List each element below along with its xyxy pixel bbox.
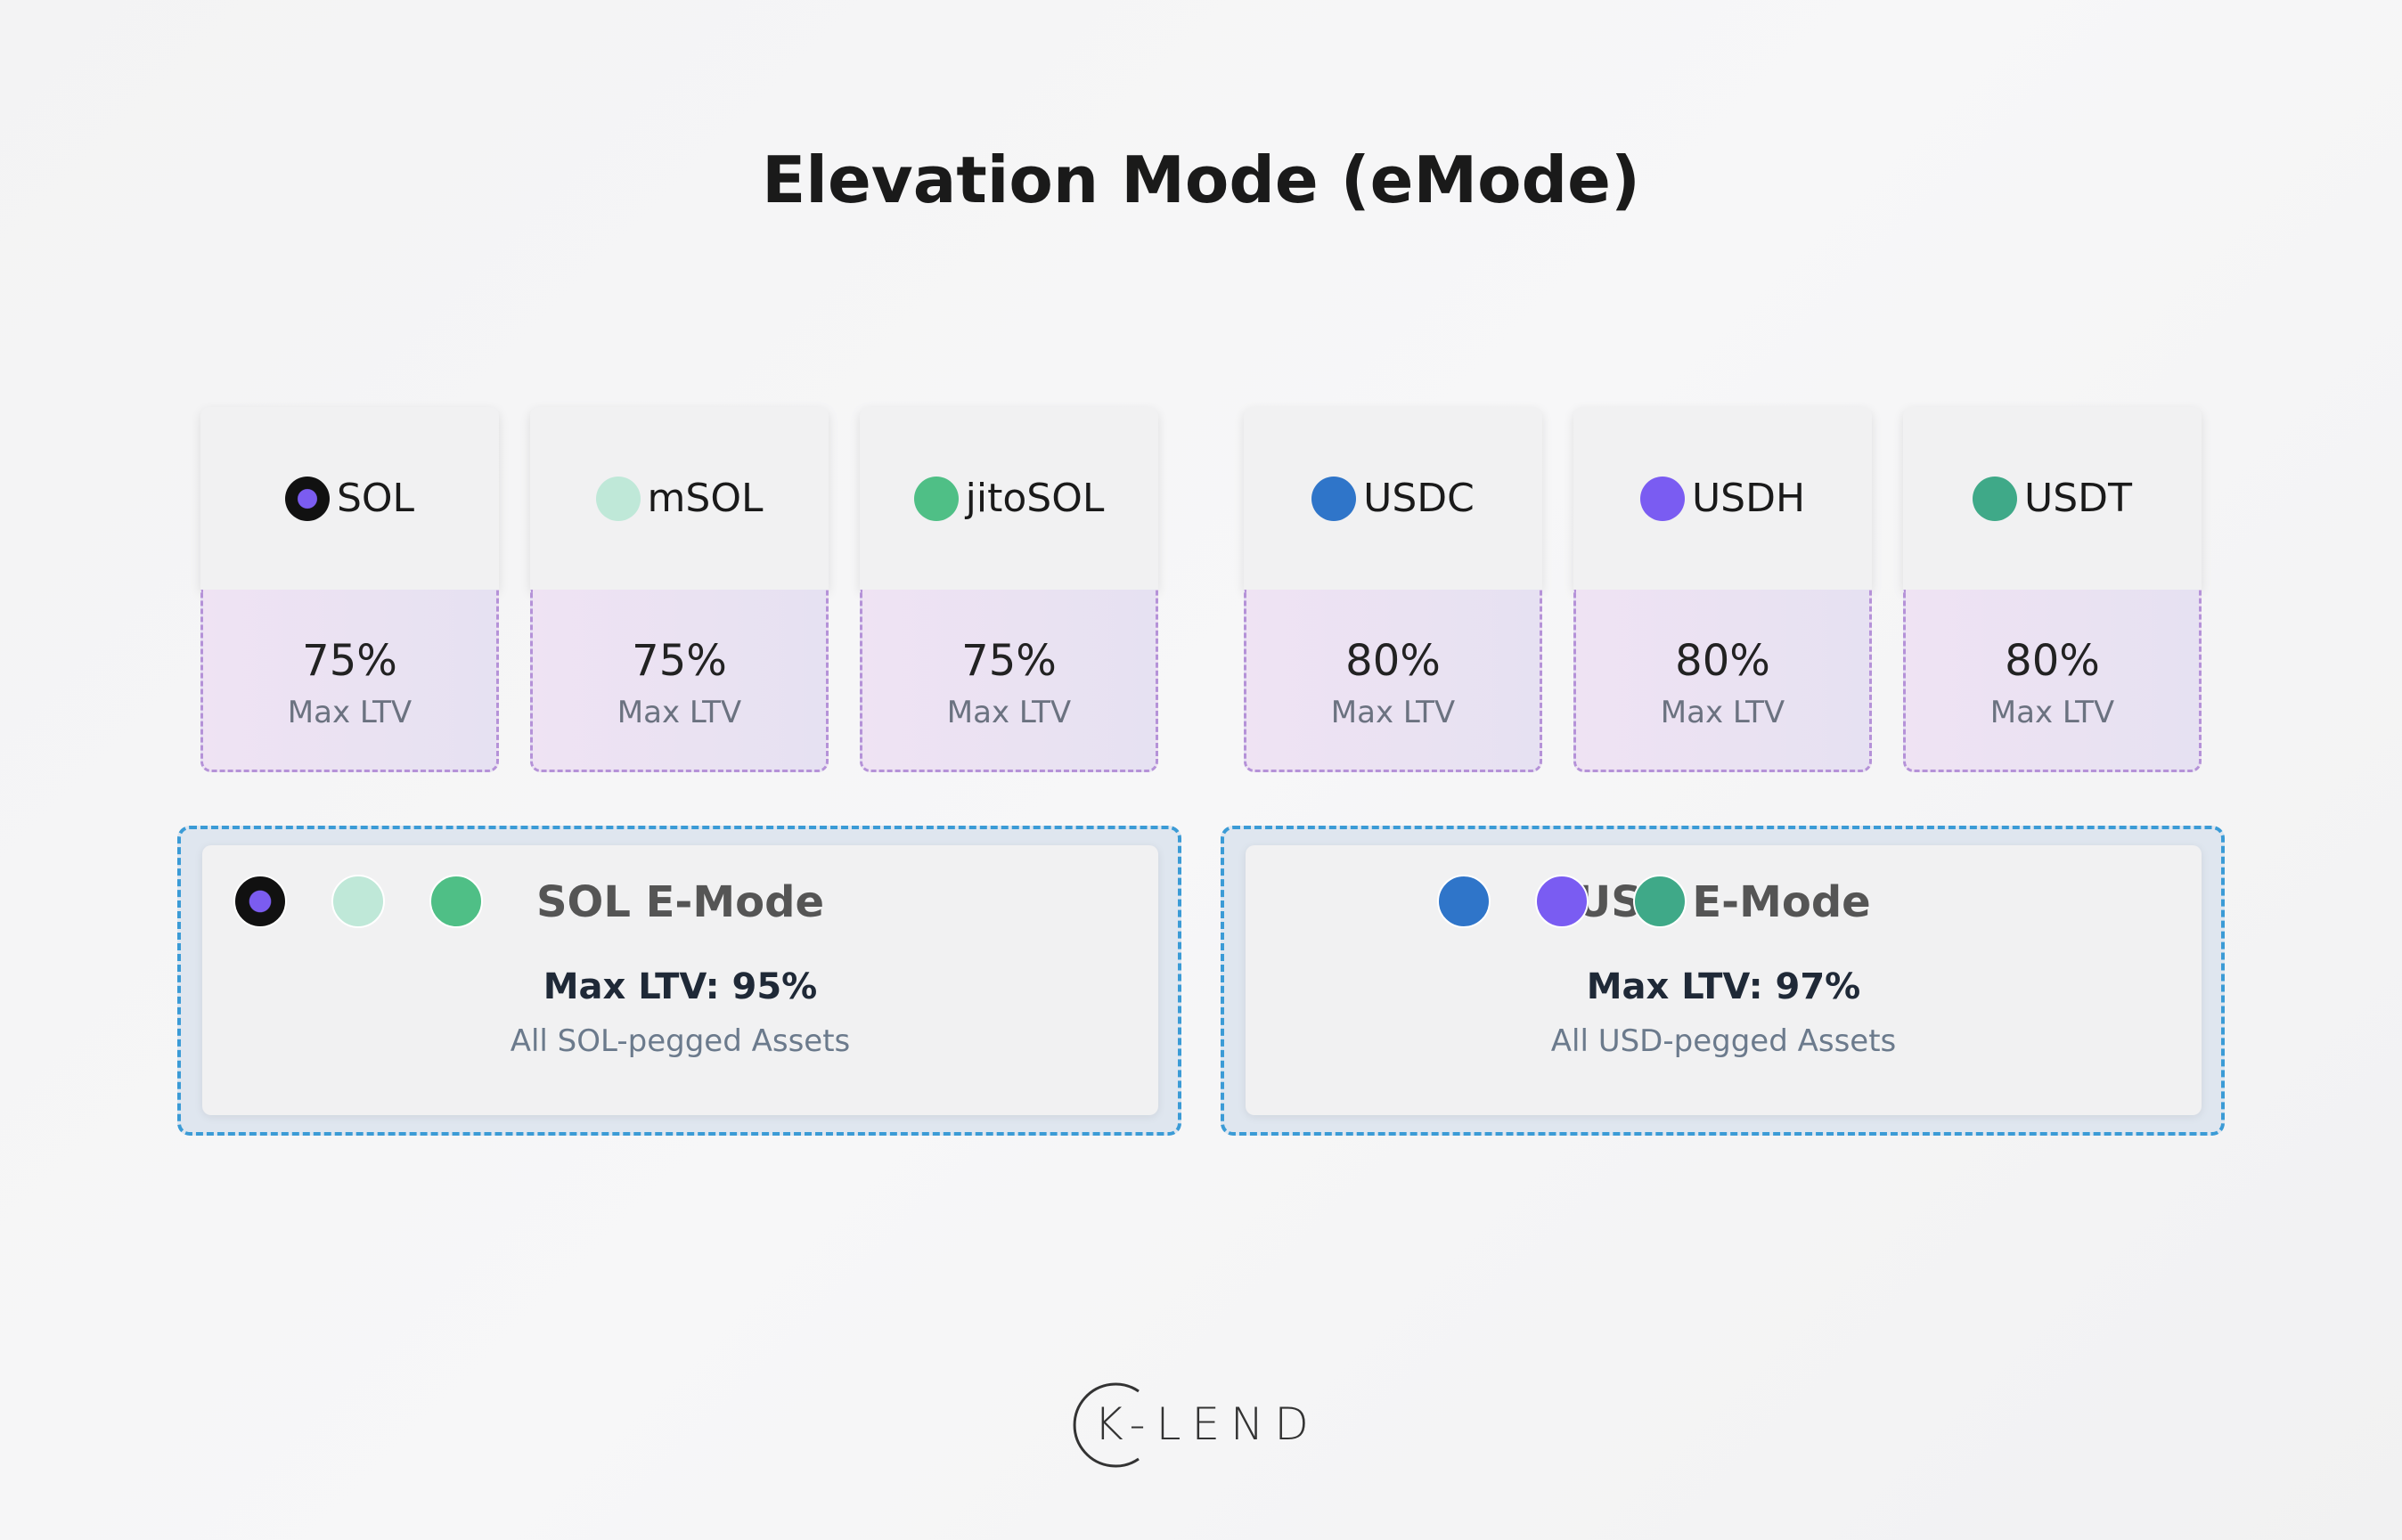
group-icon <box>233 875 287 928</box>
asset-icon <box>913 476 959 521</box>
asset-icon <box>284 476 330 521</box>
group-max-ltv: Max LTV: 97% <box>1586 966 1861 1007</box>
asset-ltv-label: Max LTV <box>617 695 742 730</box>
page-title: Elevation Mode (eMode) <box>762 143 1640 217</box>
asset-ltv-label: Max LTV <box>1660 695 1785 730</box>
asset-ltv: 80% <box>1345 636 1441 686</box>
asset-name: USDH <box>1691 476 1806 521</box>
asset-icon <box>1973 476 2018 521</box>
group-icon <box>1535 875 1589 928</box>
asset-icon <box>1639 476 1685 521</box>
asset-ltv: 80% <box>2005 636 2100 686</box>
asset-card-header: USDH <box>1573 407 1872 590</box>
group-icon <box>331 875 385 928</box>
asset-card-header: jitoSOL <box>860 407 1158 590</box>
group-icon <box>429 875 483 928</box>
asset-card-body: 80% Max LTV <box>1573 590 1872 772</box>
asset-ltv: 80% <box>1675 636 1770 686</box>
asset-card-header: USDT <box>1903 407 2202 590</box>
asset-ltv-label: Max LTV <box>1330 695 1456 730</box>
asset-card-body: 80% Max LTV <box>1903 590 2202 772</box>
asset-card-body: 75% Max LTV <box>530 590 829 772</box>
group-description: All SOL-pegged Assets <box>510 1023 851 1059</box>
logo-mark <box>1073 1382 1140 1468</box>
asset-icon <box>1311 476 1357 521</box>
asset-card-header: USDC <box>1244 407 1542 590</box>
asset-ltv-label: Max LTV <box>946 695 1072 730</box>
asset-name: USDT <box>2024 476 2132 521</box>
asset-name: jitoSOL <box>965 476 1105 521</box>
asset-ltv-label: Max LTV <box>287 695 413 730</box>
asset-name: USDC <box>1363 476 1475 521</box>
group-description: All USD-pegged Assets <box>1550 1023 1897 1059</box>
asset-icon <box>595 476 641 521</box>
logo-arc <box>1073 1382 1140 1468</box>
group-icon <box>1437 875 1491 928</box>
group-title: USD E-Mode <box>1576 877 1871 927</box>
asset-card-header: mSOL <box>530 407 829 590</box>
asset-name: mSOL <box>647 476 764 521</box>
group-icon <box>1633 875 1687 928</box>
asset-card-body: 80% Max LTV <box>1244 590 1542 772</box>
asset-ltv: 75% <box>961 636 1057 686</box>
group-title: SOL E-Mode <box>535 877 825 927</box>
asset-ltv: 75% <box>632 636 727 686</box>
asset-name: SOL <box>336 476 415 521</box>
asset-card-body: 75% Max LTV <box>860 590 1158 772</box>
logo-text: K-LEND <box>1094 1398 1319 1450</box>
asset-ltv-label: Max LTV <box>1989 695 2115 730</box>
asset-card-body: 75% Max LTV <box>200 590 499 772</box>
group-card: USD E-Mode Max LTV: 97% All USD-pegged Ass… <box>1246 845 2202 1115</box>
group-max-ltv: Max LTV: 95% <box>543 966 818 1007</box>
asset-card-header: SOL <box>200 407 499 590</box>
asset-ltv: 75% <box>302 636 397 686</box>
